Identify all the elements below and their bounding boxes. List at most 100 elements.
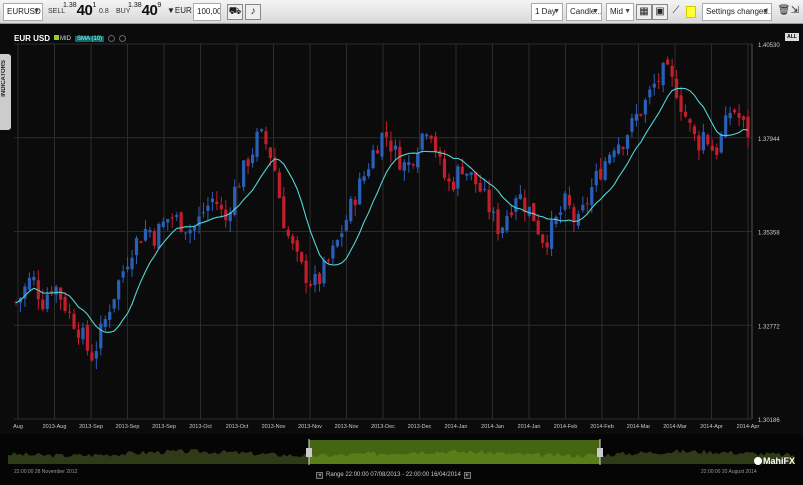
candle-body [411, 164, 415, 166]
candle-body [121, 271, 125, 278]
price-type-value: Mid [610, 7, 623, 16]
candle-body [621, 147, 625, 150]
candle-body [291, 236, 295, 244]
candle-body [108, 311, 112, 320]
candle-body [375, 150, 380, 154]
currency-select[interactable]: ▼EUR [164, 3, 192, 21]
candle-body [652, 83, 656, 88]
candle-body [433, 136, 438, 153]
candle-body [460, 166, 464, 175]
candle-body [32, 276, 36, 281]
candle-body [581, 204, 585, 211]
layout-icon[interactable]: ▣ [652, 4, 668, 20]
x-tick-label: 2014-Jan [445, 424, 468, 430]
chevron-down-icon: ▼ [762, 8, 769, 15]
candle-body [505, 215, 509, 231]
candle-body [27, 277, 31, 290]
left-handle-grip [306, 448, 312, 457]
sell-price-button[interactable]: 1.38401 [63, 2, 96, 22]
candle-body [688, 119, 692, 123]
candle-body [576, 213, 580, 226]
candle-body [532, 203, 536, 222]
price-chart[interactable]: 1.40530 1.37944 1.35358 1.32772 1.30186 Aug 20… [0, 24, 803, 434]
candle-body [741, 116, 746, 120]
candle-body [594, 170, 598, 186]
candle-body [558, 212, 563, 216]
candle-body [23, 286, 27, 299]
top-toolbar: EURUSD ▼ SELL 1.38401 0.8 BUY 1.38409 ▼EU… [0, 0, 803, 24]
range-navigator[interactable]: 22:00:00 28 November 2012 22:00:00 20 Au… [0, 434, 803, 485]
candle-body [331, 245, 335, 259]
candle-body [666, 59, 670, 65]
candle-body [76, 329, 81, 338]
candle-body [237, 186, 241, 188]
price-type-select[interactable]: Mid ▼ [606, 3, 634, 21]
candle-body [188, 229, 192, 234]
candle-body [746, 116, 750, 137]
chevron-down-icon: ▼ [624, 8, 631, 15]
close-circle-icon[interactable] [119, 35, 127, 42]
chevron-down-icon: ▼ [553, 8, 560, 15]
chevron-down-icon: ▼ [33, 8, 40, 15]
grid-icon[interactable]: ▦ [636, 4, 652, 20]
candle-body [192, 226, 197, 231]
cart-icon[interactable]: ⛟ [227, 4, 243, 20]
candle-body [112, 298, 116, 309]
y-tick-label: 1.35358 [758, 231, 780, 237]
candle-body [313, 273, 317, 285]
sell-label: SELL [48, 8, 66, 15]
candle-body [326, 259, 331, 261]
buy-price-button[interactable]: 1.38409 [128, 2, 161, 22]
candle-body [340, 233, 344, 237]
candle-body [438, 150, 442, 157]
candle-body [679, 95, 683, 113]
right-handle-grip [597, 448, 603, 457]
candle-body [429, 135, 433, 139]
candle-body [161, 221, 165, 228]
chevron-down-icon: ▼ [592, 8, 599, 15]
color-swatch[interactable] [686, 6, 696, 18]
candle-body [273, 157, 277, 171]
candle-body [616, 144, 621, 154]
candle-body [268, 147, 273, 158]
candle-body [661, 63, 665, 86]
all-button[interactable]: ALL [785, 33, 799, 41]
range-right-button[interactable]: ▸ [463, 471, 471, 479]
candle-body [201, 212, 206, 214]
delete-icon[interactable]: 🗑 [777, 5, 791, 16]
candle-body [45, 294, 49, 309]
candle-body [130, 257, 134, 270]
chart-type-select[interactable]: Candle... ▼ [566, 3, 602, 21]
candle-body [246, 159, 250, 167]
candle-body [733, 109, 737, 113]
amount-value: 100,000 [197, 7, 220, 16]
mid-badge[interactable]: MID [54, 35, 71, 42]
candle-body [639, 114, 643, 116]
candle-body [608, 154, 612, 164]
settings-circle-icon[interactable] [108, 35, 116, 42]
candle-body [706, 134, 710, 145]
candle-body [554, 216, 558, 224]
expand-icon[interactable]: ⇲ [790, 5, 800, 16]
bell-icon[interactable]: ♪ [245, 4, 261, 20]
x-tick-label: 2013-Nov [262, 424, 286, 430]
x-tick-label: 2013-Sep [152, 424, 176, 430]
range-left-button[interactable]: ◂ [316, 471, 323, 479]
candle-body [250, 154, 255, 164]
x-tick-label: 2014-Feb [554, 424, 578, 430]
timeframe-select[interactable]: 1 Day ▼ [531, 3, 563, 21]
candle-body [362, 176, 366, 181]
settings-value: Settings changed... [706, 7, 772, 16]
candle-body [465, 173, 469, 176]
sma-badge[interactable]: SMA (10) [75, 35, 105, 42]
candle-body [233, 186, 237, 215]
symbol-select[interactable]: EURUSD ▼ [3, 3, 43, 21]
amount-input[interactable]: 100,000 [193, 3, 221, 21]
candle-body [527, 206, 531, 216]
draw-tool-icon[interactable]: ⟋ [672, 5, 680, 16]
candle-body [478, 182, 482, 192]
settings-select[interactable]: Settings changed... ▼ [702, 3, 772, 21]
indicators-tab[interactable]: INDICATORS [0, 54, 11, 130]
buy-price-fraction: 9 [157, 2, 162, 9]
candle-body [134, 238, 139, 256]
